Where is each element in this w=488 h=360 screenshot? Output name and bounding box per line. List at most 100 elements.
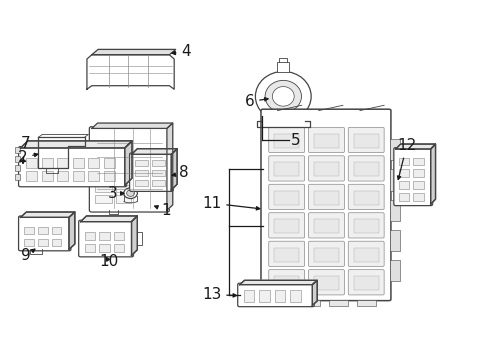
- Bar: [95, 195, 112, 203]
- Bar: [135, 180, 148, 186]
- Bar: [259, 289, 269, 302]
- Text: 10: 10: [99, 254, 118, 269]
- Bar: [95, 174, 112, 182]
- Bar: [42, 158, 52, 167]
- Bar: [313, 248, 338, 262]
- FancyBboxPatch shape: [347, 156, 384, 181]
- Ellipse shape: [126, 190, 134, 196]
- Text: 12: 12: [396, 138, 416, 180]
- Bar: [412, 158, 423, 165]
- Polygon shape: [395, 144, 435, 149]
- Bar: [313, 134, 338, 148]
- Bar: [152, 180, 164, 186]
- Bar: [135, 160, 148, 166]
- Bar: [42, 155, 54, 161]
- Text: 8: 8: [172, 165, 188, 180]
- Text: 11: 11: [202, 195, 259, 211]
- Polygon shape: [69, 212, 75, 249]
- FancyBboxPatch shape: [308, 241, 344, 266]
- Bar: [152, 160, 164, 166]
- Bar: [353, 134, 378, 148]
- Text: 6: 6: [244, 94, 267, 109]
- Bar: [38, 239, 47, 246]
- Bar: [51, 227, 61, 234]
- FancyBboxPatch shape: [129, 153, 173, 192]
- Bar: [15, 165, 20, 171]
- Bar: [272, 300, 291, 306]
- FancyBboxPatch shape: [393, 148, 432, 206]
- Bar: [328, 300, 347, 306]
- Bar: [26, 158, 37, 167]
- Text: 9: 9: [21, 248, 35, 263]
- Bar: [116, 195, 130, 203]
- Ellipse shape: [272, 87, 294, 106]
- Bar: [116, 185, 130, 193]
- Bar: [152, 170, 164, 176]
- Polygon shape: [92, 123, 172, 129]
- Bar: [412, 169, 423, 177]
- Bar: [389, 139, 399, 161]
- Bar: [277, 62, 288, 72]
- Bar: [42, 171, 52, 181]
- Polygon shape: [430, 144, 435, 204]
- Bar: [353, 162, 378, 176]
- Bar: [24, 239, 34, 246]
- Bar: [73, 158, 83, 167]
- FancyBboxPatch shape: [308, 184, 344, 210]
- FancyBboxPatch shape: [308, 156, 344, 181]
- Ellipse shape: [264, 80, 301, 112]
- Bar: [57, 158, 68, 167]
- Bar: [389, 230, 399, 251]
- FancyBboxPatch shape: [347, 270, 384, 295]
- Text: 5: 5: [290, 132, 300, 148]
- Bar: [398, 181, 408, 189]
- FancyBboxPatch shape: [268, 241, 304, 266]
- Bar: [313, 276, 338, 290]
- Bar: [113, 232, 124, 240]
- Polygon shape: [20, 141, 132, 148]
- Polygon shape: [92, 49, 175, 55]
- Bar: [353, 219, 378, 233]
- FancyBboxPatch shape: [268, 184, 304, 210]
- Bar: [353, 248, 378, 262]
- Bar: [88, 171, 99, 181]
- Bar: [103, 158, 114, 167]
- FancyBboxPatch shape: [268, 270, 304, 295]
- Bar: [95, 185, 112, 193]
- Bar: [38, 227, 47, 234]
- FancyBboxPatch shape: [268, 127, 304, 153]
- Bar: [84, 232, 95, 240]
- Bar: [51, 239, 61, 246]
- Bar: [116, 174, 130, 182]
- Bar: [313, 219, 338, 233]
- FancyBboxPatch shape: [237, 283, 314, 307]
- Bar: [113, 244, 124, 252]
- Bar: [389, 260, 399, 282]
- FancyBboxPatch shape: [19, 216, 71, 251]
- Text: 7: 7: [20, 136, 30, 163]
- FancyBboxPatch shape: [308, 127, 344, 153]
- Polygon shape: [39, 137, 84, 167]
- Polygon shape: [20, 212, 75, 217]
- FancyBboxPatch shape: [268, 156, 304, 181]
- Bar: [289, 289, 300, 302]
- FancyBboxPatch shape: [347, 241, 384, 266]
- Bar: [95, 163, 112, 171]
- Bar: [273, 191, 299, 205]
- Bar: [116, 163, 130, 171]
- Bar: [273, 248, 299, 262]
- Text: 4: 4: [172, 44, 191, 59]
- Bar: [42, 146, 54, 152]
- Text: 3: 3: [107, 186, 124, 201]
- FancyBboxPatch shape: [268, 213, 304, 238]
- Polygon shape: [312, 280, 317, 305]
- Polygon shape: [124, 141, 132, 185]
- Text: 1: 1: [154, 203, 170, 218]
- Bar: [412, 193, 423, 201]
- Ellipse shape: [255, 72, 310, 121]
- Bar: [300, 300, 320, 306]
- Bar: [57, 171, 68, 181]
- Bar: [15, 156, 20, 162]
- Polygon shape: [87, 55, 174, 89]
- Bar: [99, 232, 109, 240]
